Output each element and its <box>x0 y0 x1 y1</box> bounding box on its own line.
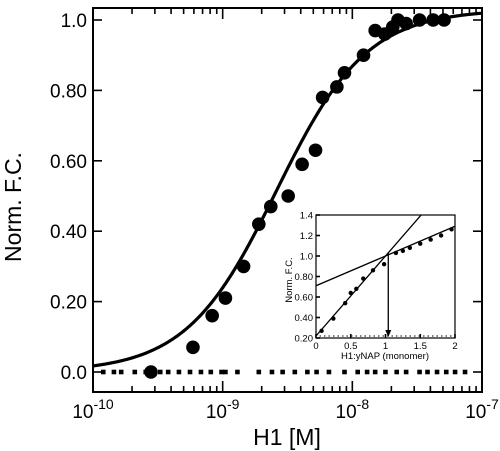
inset-data-point <box>331 316 336 321</box>
baseline-square-point <box>403 369 409 375</box>
y-tick-label: 0.80 <box>50 81 87 102</box>
inset-data-point <box>381 262 387 267</box>
baseline-square-point <box>342 369 347 375</box>
data-point <box>356 48 371 62</box>
baseline-square-point <box>280 369 285 375</box>
inset-data-point <box>361 276 366 281</box>
inset-data-point <box>319 328 324 334</box>
baseline-square-point <box>443 369 449 375</box>
inset-y-tick-label: 0.80 <box>295 272 314 283</box>
baseline-square-point <box>417 369 422 375</box>
data-point <box>281 189 295 203</box>
x-tick-label: 10-10 <box>72 396 114 423</box>
x-tick-label: 10-7 <box>465 396 499 423</box>
x-axis-title: H1 [M] <box>253 424 321 450</box>
inset-data-point <box>407 245 413 250</box>
y-tick-label: 1.0 <box>61 11 87 32</box>
data-point <box>315 90 330 105</box>
data-point <box>330 80 344 94</box>
x-tick-label: 10-8 <box>336 396 370 423</box>
baseline-square-point <box>434 369 440 375</box>
baseline-square-point <box>269 369 275 375</box>
data-point <box>186 340 200 355</box>
baseline-square-point <box>111 369 117 375</box>
baseline-square-point <box>100 369 106 375</box>
inset-data-point <box>428 237 433 242</box>
data-point <box>144 365 158 379</box>
baseline-square-point <box>219 369 224 375</box>
inset-data-point <box>449 227 454 232</box>
baseline-square-point <box>165 369 171 375</box>
baseline-square-point <box>364 369 370 375</box>
data-point <box>337 66 352 80</box>
inset-data-point <box>418 241 423 246</box>
inset-y-tick-label: 1.2 <box>300 231 313 242</box>
inset-data-point <box>438 233 444 238</box>
baseline-square-point <box>372 369 378 375</box>
inset-x-axis-title: H1:yNAP (monomer) <box>341 351 429 362</box>
data-point <box>412 13 427 27</box>
data-point <box>205 308 219 323</box>
baseline-square-point <box>462 369 468 375</box>
inset-x-tick-label: 1 <box>383 341 388 352</box>
y-axis-title: Norm. F.C. <box>0 152 26 262</box>
data-point <box>218 291 233 305</box>
baseline-square-point <box>394 369 400 375</box>
baseline-square-point <box>425 369 430 375</box>
baseline-square-point <box>256 369 262 375</box>
inset-arrow-head <box>385 330 392 337</box>
data-point <box>437 13 451 27</box>
inset-data-point <box>348 290 353 296</box>
baseline-square-point <box>187 369 193 375</box>
data-point <box>252 217 266 231</box>
inset-y-tick-label: 0.40 <box>295 313 314 324</box>
baseline-square-point <box>305 369 310 375</box>
main-plot-area: 0.0 0.20 0.40 0.60 0.80 1.0 10-10 10-9 10-8 10-7 <box>50 7 499 423</box>
data-point <box>426 13 440 27</box>
inset-x-tick-label: 0.5 <box>344 341 357 352</box>
inset-data-point <box>342 300 348 306</box>
inset-y-axis-title: Norm. F.C. <box>284 257 295 302</box>
inset-x-tick-label: 0 <box>313 341 318 352</box>
inset-fit-lines <box>316 215 455 337</box>
y-tick-label: 0.60 <box>50 152 87 173</box>
x-tick-label: 10-9 <box>206 396 240 423</box>
y-tick-label: 0.40 <box>50 222 87 243</box>
baseline-square-point <box>235 369 240 375</box>
baseline-square-point <box>198 369 204 375</box>
inset-x-tick-label: 2 <box>452 341 457 352</box>
inset-y-tick-label: 0.20 <box>295 334 314 345</box>
inset-y-tick-label: 1.0 <box>300 252 313 263</box>
baseline-square-point <box>176 369 182 375</box>
data-point <box>308 143 323 158</box>
baseline-square-point <box>383 369 388 375</box>
inset-data-point <box>400 248 406 254</box>
y-tick-label: 0.0 <box>61 363 87 384</box>
inset-data-point <box>354 286 359 291</box>
baseline-square-point <box>132 369 138 375</box>
inset-y-tick-label: 0.60 <box>295 293 314 304</box>
inset-data-point <box>393 250 399 256</box>
inset-x-tick-label: 1.5 <box>414 341 427 352</box>
baseline-square-point <box>223 369 228 375</box>
baseline-square-point <box>118 369 124 375</box>
data-point <box>263 199 278 214</box>
y-tick-label: 0.20 <box>50 293 87 314</box>
baseline-square-point <box>314 369 319 375</box>
data-point <box>295 157 309 172</box>
data-point <box>236 259 251 274</box>
baseline-square-point <box>292 369 298 375</box>
inset-data-point <box>370 268 376 273</box>
inset-plot: 0.20 0.40 0.60 0.80 1.0 1.2 1.4 0 0.5 1 1.5 2 <box>295 211 458 353</box>
baseline-square-point <box>326 369 332 375</box>
baseline-square-point <box>157 369 163 375</box>
inset-y-tick-label: 1.4 <box>300 211 313 222</box>
baseline-square-point <box>355 369 361 375</box>
baseline-square-point <box>208 369 214 375</box>
inset-fit-line-shallow <box>316 225 455 287</box>
data-point <box>399 16 413 31</box>
baseline-square-point <box>452 369 458 375</box>
